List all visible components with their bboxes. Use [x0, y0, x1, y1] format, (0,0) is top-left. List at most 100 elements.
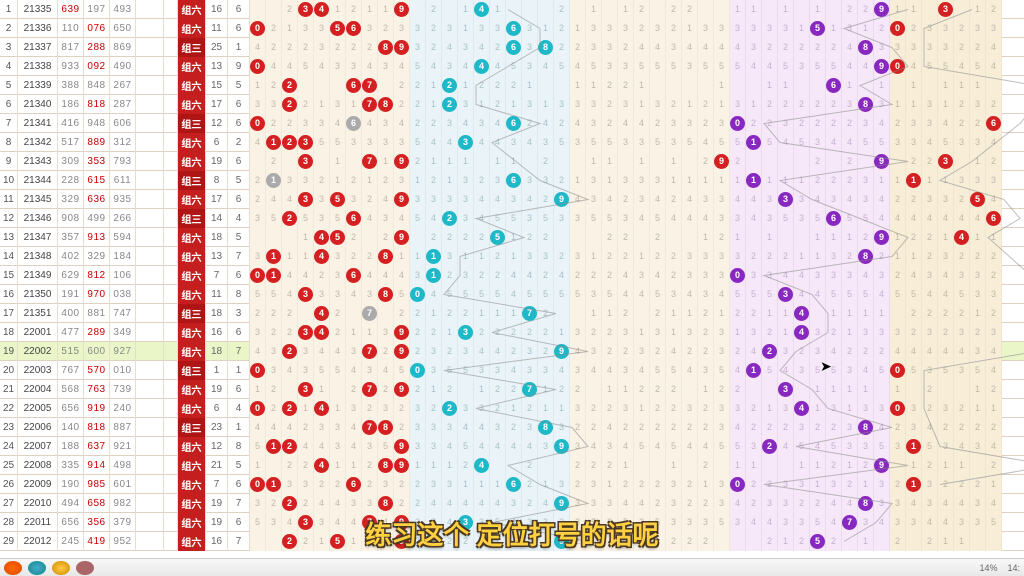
- empty-slot: 2: [810, 494, 826, 513]
- empty-slot: 3: [346, 494, 362, 513]
- empty-slot: 1: [762, 304, 778, 323]
- zone-B: 2323442329: [410, 342, 570, 361]
- v1: 8: [206, 171, 228, 190]
- ball: 9: [554, 496, 569, 511]
- data-row[interactable]: 1922002515600927组六1874323443729232344232…: [0, 342, 1024, 361]
- data-row[interactable]: 2322006140818887组三2314442334782333443238…: [0, 418, 1024, 437]
- data-row[interactable]: 2622009190985601组六7601332262322331116213…: [0, 475, 1024, 494]
- data-row[interactable]: 1421348402329184组六1373111432281113112133…: [0, 247, 1024, 266]
- empty-slot: 4: [826, 494, 842, 513]
- empty-slot: 4: [682, 285, 698, 304]
- empty-slot: [570, 228, 586, 247]
- empty-slot: 3: [474, 19, 490, 38]
- zone-E: 3333224: [890, 38, 1002, 57]
- data-row[interactable]: 2222005656919240组六6402214132323223321211…: [0, 399, 1024, 418]
- empty-slot: 2: [826, 532, 842, 551]
- empty-slot: 1: [538, 19, 554, 38]
- data-row[interactable]: 421338933092490组六13904454334345434445345…: [0, 57, 1024, 76]
- empty-slot: 1: [458, 0, 474, 19]
- empty-slot: 2: [410, 304, 426, 323]
- data-row[interactable]: 321337817288869组三25142223222893243426382…: [0, 38, 1024, 57]
- start-icon[interactable]: [4, 561, 22, 575]
- empty-slot: 3: [474, 399, 490, 418]
- empty-slot: [266, 0, 282, 19]
- zone-B: 21412: [410, 0, 570, 19]
- ball: 2: [442, 211, 457, 226]
- empty-slot: 2: [554, 380, 570, 399]
- empty-slot: 1: [858, 532, 874, 551]
- empty-slot: [794, 76, 810, 95]
- empty-slot: 2: [634, 19, 650, 38]
- data-row[interactable]: 1121345329636935组六1762443353249333344342…: [0, 190, 1024, 209]
- data-row[interactable]: 2722010494658982组六1973222443382244444324…: [0, 494, 1024, 513]
- empty-slot: 5: [314, 133, 330, 152]
- data-row[interactable]: 1021344228615611组三8521332121231213236332…: [0, 171, 1024, 190]
- empty-slot: 2: [762, 114, 778, 133]
- app2-icon[interactable]: [76, 561, 94, 575]
- empty-slot: 1: [474, 95, 490, 114]
- empty-slot: [378, 304, 394, 323]
- num3: 747: [110, 304, 136, 323]
- empty-slot: 3: [442, 475, 458, 494]
- zone-E: 0455454: [890, 57, 1002, 76]
- empty-slot: 2: [634, 380, 650, 399]
- empty-slot: 2: [650, 114, 666, 133]
- empty-slot: 4: [330, 513, 346, 532]
- data-row[interactable]: 921343309353793组六19623171921111121111292…: [0, 152, 1024, 171]
- data-row[interactable]: 221336110076650组六11602133563233231336312…: [0, 19, 1024, 38]
- empty-slot: 2: [842, 0, 858, 19]
- data-row[interactable]: 121335639197493组六16623412119214121122211…: [0, 0, 1024, 19]
- empty-slot: 2: [282, 323, 298, 342]
- zone-C: 3223122323: [570, 399, 730, 418]
- data-row[interactable]: 721341416948606组三12602233464342234346242…: [0, 114, 1024, 133]
- empty-slot: [922, 76, 938, 95]
- v2: 1: [228, 361, 250, 380]
- empty-slot: 1: [410, 171, 426, 190]
- app-icon[interactable]: [52, 561, 70, 575]
- empty-slot: 2: [442, 304, 458, 323]
- empty-slot: 3: [586, 95, 602, 114]
- empty-slot: 4: [474, 190, 490, 209]
- empty-slot: 3: [362, 133, 378, 152]
- empty-slot: 1: [778, 76, 794, 95]
- data-row[interactable]: 1321347357913594组六1851452292222512222212…: [0, 228, 1024, 247]
- data-row[interactable]: 621340186818287组六17633221317822123121313…: [0, 95, 1024, 114]
- empty-slot: 4: [378, 266, 394, 285]
- empty-slot: 4: [426, 285, 442, 304]
- taskbar[interactable]: 14% 14:: [0, 558, 1024, 576]
- empty-slot: 5: [490, 209, 506, 228]
- zone-A: 231719: [250, 152, 410, 171]
- empty-slot: 1: [890, 171, 906, 190]
- data-row[interactable]: 1721351400881747组三1832224272212211172112…: [0, 304, 1024, 323]
- data-row[interactable]: 2122004568763739组六1961231272921212271221…: [0, 380, 1024, 399]
- empty-slot: 1: [426, 456, 442, 475]
- zone-D: 2229: [730, 152, 890, 171]
- data-row[interactable]: 1221346908499266组三1443525356434542345535…: [0, 209, 1024, 228]
- empty-slot: 5: [410, 57, 426, 76]
- zone-A: 4222322289: [250, 38, 410, 57]
- data-row[interactable]: 1621350191970038组六1185543334385045555455…: [0, 285, 1024, 304]
- empty-slot: 2: [474, 323, 490, 342]
- sum-col: [136, 190, 164, 209]
- empty-slot: 2: [266, 38, 282, 57]
- zone-C: 4533555355: [570, 57, 730, 76]
- empty-slot: 2: [890, 475, 906, 494]
- empty-slot: 3: [458, 399, 474, 418]
- empty-slot: 1: [538, 399, 554, 418]
- data-row[interactable]: 2522008335914498组六2151224112891112422221…: [0, 456, 1024, 475]
- empty-slot: 3: [330, 266, 346, 285]
- sum-col: [136, 209, 164, 228]
- row-idx: 7: [0, 114, 18, 133]
- data-row[interactable]: 2022003767570010组三1103435543450355334334…: [0, 361, 1024, 380]
- data-row[interactable]: 821342517889312组六62412355333354434434353…: [0, 133, 1024, 152]
- system-tray[interactable]: 14% 14:: [979, 563, 1020, 573]
- v1: 15: [206, 76, 228, 95]
- data-row[interactable]: 521339388848267组六15512267221212221112211…: [0, 76, 1024, 95]
- empty-slot: 1: [506, 152, 522, 171]
- data-row[interactable]: 1521349629812106组六7601442364443123224424…: [0, 266, 1024, 285]
- data-row[interactable]: 1822001477289349组六1663223421139221322222…: [0, 323, 1024, 342]
- zone-C: 22212: [570, 228, 730, 247]
- browser-icon[interactable]: [28, 561, 46, 575]
- empty-slot: 3: [890, 38, 906, 57]
- data-row[interactable]: 2422007188637921组六1285124434359334544443…: [0, 437, 1024, 456]
